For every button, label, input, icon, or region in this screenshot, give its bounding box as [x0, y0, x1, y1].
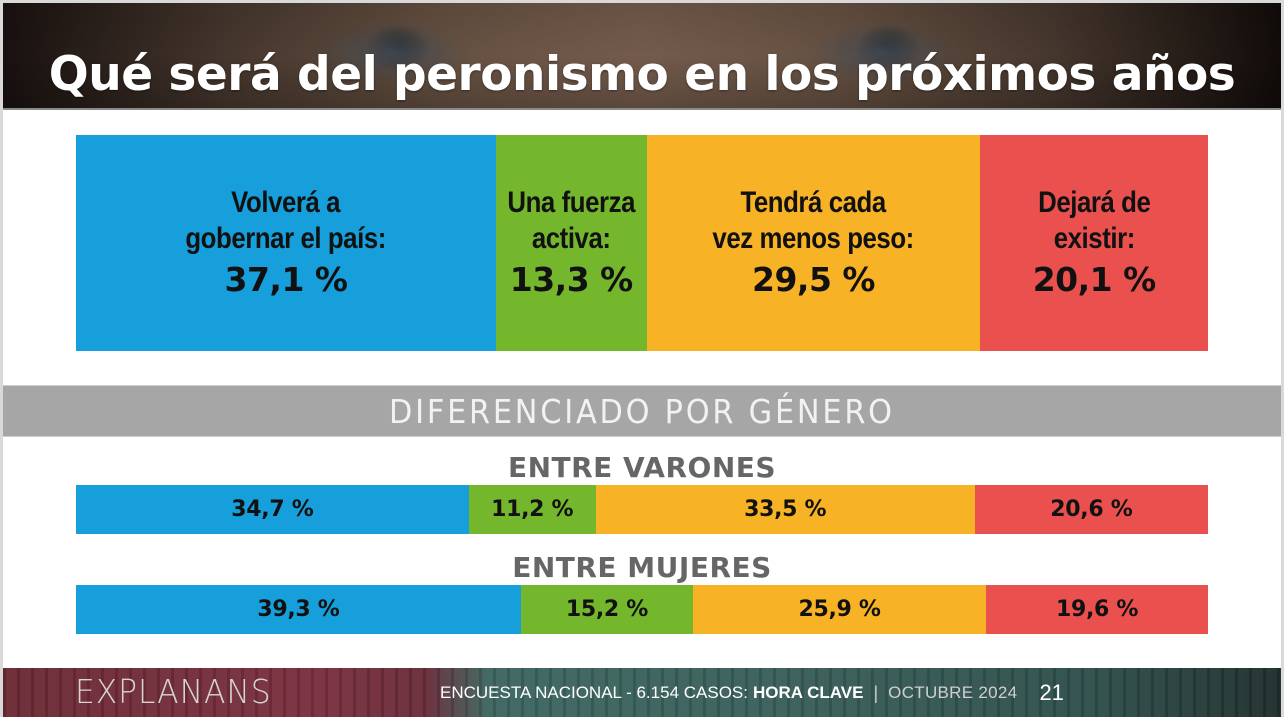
header-banner: Qué será del peronismo en los próximos a… [3, 3, 1281, 110]
page-title: Qué será del peronismo en los próximos a… [48, 47, 1236, 102]
bar-segment-fuerza-activa: Una fuerza activa: 13,3 % [495, 135, 647, 351]
bar-segment-volvera-gobernar: 39,3 % [76, 585, 521, 634]
explanans-logo: EXPLANANS [75, 672, 272, 711]
brand-label: HORA CLAVE [752, 683, 864, 702]
footer-photo [3, 668, 1281, 717]
overall-stacked-bar: Volverá a gobernar el país: 37,1 % Una f… [76, 135, 1208, 351]
bar-segment-fuerza-activa: 11,2 % [468, 485, 596, 534]
survey-date: OCTUBRE 2024 [888, 683, 1018, 702]
bar-segment-fuerza-activa: 15,2 % [520, 585, 693, 634]
segment-value: 13,3 % [509, 260, 633, 299]
bar-segment-menos-peso: 33,5 % [595, 485, 975, 534]
segment-value: 19,6 % [1055, 597, 1139, 622]
segment-value: 34,7 % [231, 497, 314, 522]
slide: Qué será del peronismo en los próximos a… [3, 3, 1281, 717]
mujeres-heading: ENTRE MUJERES [512, 551, 772, 584]
header-photo [3, 3, 1281, 108]
bar-segment-dejara-existir: 19,6 % [986, 585, 1208, 634]
bar-segment-dejara-existir: Dejará de existir: 20,1 % [980, 135, 1208, 351]
bar-segment-volvera-gobernar: Volverá a gobernar el país: 37,1 % [76, 135, 496, 351]
segment-value: 37,1 % [224, 260, 348, 299]
segment-value: 33,5 % [744, 497, 827, 522]
bar-segment-volvera-gobernar: 34,7 % [76, 485, 469, 534]
footer-separator: | [873, 683, 879, 703]
segment-label: Dejará de existir: [1038, 186, 1151, 255]
section-band-label: DIFERENCIADO POR GÉNERO [389, 391, 895, 431]
footer: EXPLANANS ENCUESTA NACIONAL - 6.154 CASO… [3, 668, 1281, 717]
bar-segment-menos-peso: Tendrá cada vez menos peso: 29,5 % [646, 135, 981, 351]
segment-value: 11,2 % [491, 497, 574, 522]
segment-label: Una fuerza activa: [507, 186, 636, 255]
mujeres-stacked-bar: 39,3 % 15,2 % 25,9 % 19,6 % [76, 585, 1208, 634]
segment-value: 39,3 % [257, 597, 340, 622]
varones-stacked-bar: 34,7 % 11,2 % 33,5 % 20,6 % [76, 485, 1208, 534]
section-band: DIFERENCIADO POR GÉNERO [3, 385, 1281, 437]
segment-value: 20,6 % [1050, 497, 1133, 522]
segment-value: 20,1 % [1032, 260, 1156, 299]
segment-label: Volverá a gobernar el país: [185, 186, 387, 255]
footer-info: ENCUESTA NACIONAL - 6.154 CASOS: HORA CL… [440, 681, 1064, 705]
segment-value: 25,9 % [798, 597, 881, 622]
segment-value: 15,2 % [565, 597, 648, 622]
segment-label: Tendrá cada vez menos peso: [712, 186, 915, 255]
bar-segment-dejara-existir: 20,6 % [974, 485, 1208, 534]
bar-segment-menos-peso: 25,9 % [692, 585, 987, 634]
varones-heading: ENTRE VARONES [507, 451, 777, 484]
page-number: 21 [1039, 680, 1064, 705]
segment-value: 29,5 % [751, 260, 875, 299]
survey-label: ENCUESTA NACIONAL - 6.154 CASOS: [440, 683, 748, 702]
